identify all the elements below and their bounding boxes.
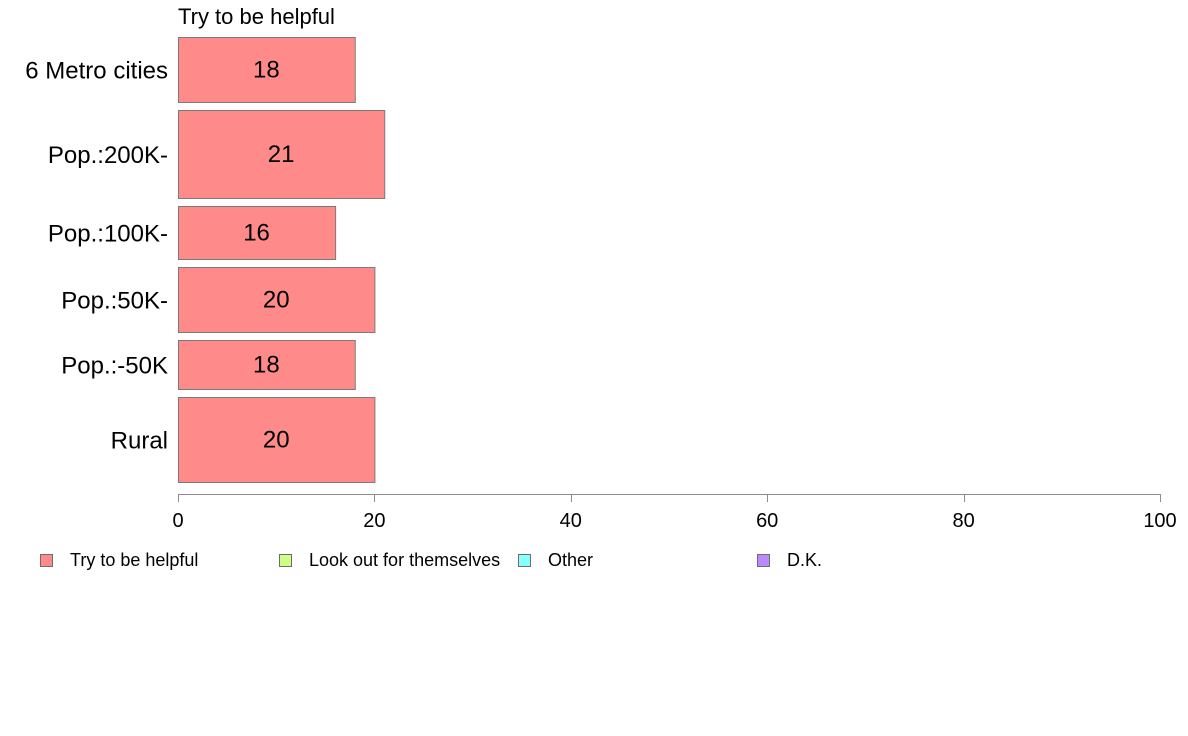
x-tick-label: 80 bbox=[952, 510, 974, 532]
legend-label-look-out-for-themselves: Look out for themselves bbox=[309, 550, 501, 570]
bar bbox=[178, 267, 376, 333]
x-tick-label: 40 bbox=[560, 510, 582, 532]
data-label: 21 bbox=[268, 141, 295, 168]
data-label: 16 bbox=[243, 220, 270, 247]
legend-swatch-dk bbox=[757, 553, 770, 567]
category-label: Pop.:-50K bbox=[61, 353, 168, 380]
legend-item-look-out-for-themselves: Look out for themselves bbox=[279, 546, 500, 574]
chart-title: Try to be helpful bbox=[178, 4, 335, 29]
data-label: 18 bbox=[253, 57, 280, 84]
bar bbox=[178, 110, 386, 199]
legend-swatch-try-to-be-helpful bbox=[40, 553, 53, 567]
category-label: Pop.:100K- bbox=[48, 221, 168, 248]
data-label: 20 bbox=[263, 287, 290, 314]
bar bbox=[178, 37, 356, 103]
legend-swatch-look-out-for-themselves bbox=[279, 553, 292, 567]
legend-item-try-to-be-helpful: Try to be helpful bbox=[40, 546, 198, 574]
x-tick-label: 60 bbox=[756, 510, 778, 532]
bar bbox=[178, 340, 356, 390]
category-label: 6 Metro cities bbox=[25, 58, 168, 85]
category-label: Pop.:200K- bbox=[48, 142, 168, 169]
legend-swatch-other bbox=[518, 553, 531, 567]
legend-item-dk: D.K. bbox=[757, 546, 822, 574]
category-label: Rural bbox=[111, 428, 168, 455]
legend: Try to be helpful Look out for themselve… bbox=[0, 546, 1188, 574]
x-tick-label: 100 bbox=[1143, 510, 1176, 532]
legend-label-dk: D.K. bbox=[787, 550, 823, 570]
data-label: 20 bbox=[263, 427, 290, 454]
bar bbox=[178, 206, 337, 260]
x-tick-label: 20 bbox=[363, 510, 385, 532]
bar bbox=[178, 397, 376, 483]
legend-label-other: Other bbox=[548, 550, 594, 570]
category-label: Pop.:50K- bbox=[61, 288, 168, 315]
data-label: 18 bbox=[253, 352, 280, 379]
legend-item-other: Other bbox=[518, 546, 593, 574]
x-tick-label: 0 bbox=[172, 510, 183, 532]
legend-label-try-to-be-helpful: Try to be helpful bbox=[70, 550, 199, 570]
